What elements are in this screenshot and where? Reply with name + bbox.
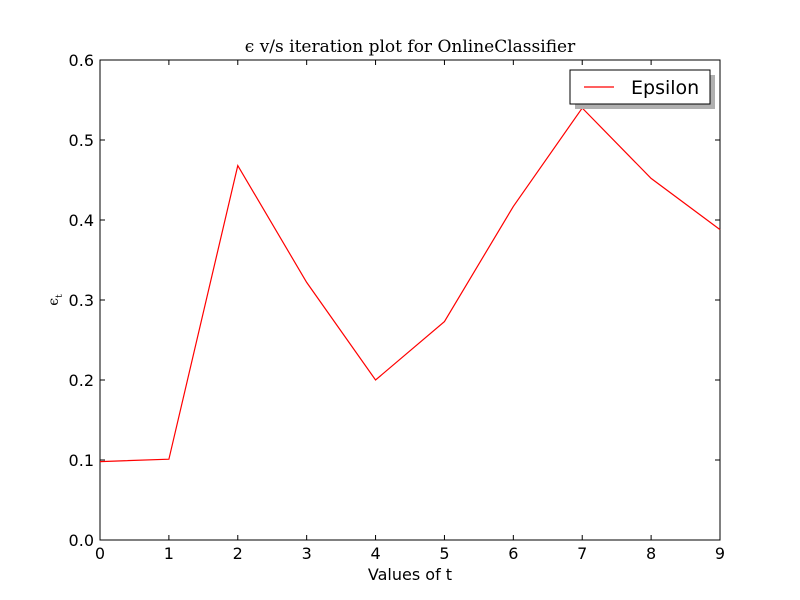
x-tick-label: 9 bbox=[715, 544, 725, 563]
x-tick-label: 4 bbox=[370, 544, 380, 563]
y-tick-label: 0.1 bbox=[69, 451, 94, 470]
x-tick-label: 0 bbox=[95, 544, 105, 563]
legend: Epsilon bbox=[569, 69, 715, 109]
x-tick-label: 8 bbox=[646, 544, 656, 563]
y-axis-label-sub: t bbox=[55, 294, 65, 298]
plot-area bbox=[99, 59, 721, 541]
x-tick-label: 5 bbox=[439, 544, 449, 563]
y-tick-label: 0.2 bbox=[69, 371, 94, 390]
x-tick-label: 6 bbox=[508, 544, 518, 563]
y-axis-ticks: 0.0 0.1 0.2 0.3 0.4 0.5 0.6 bbox=[69, 51, 720, 550]
y-tick-label: 0.3 bbox=[69, 291, 94, 310]
chart-title: ϵ v/s iteration plot for OnlineClassifie… bbox=[245, 37, 576, 57]
series-line-epsilon bbox=[99, 107, 721, 463]
x-axis-label: Values of t bbox=[368, 565, 452, 584]
x-tick-label: 2 bbox=[233, 544, 243, 563]
y-tick-label: 0.0 bbox=[69, 531, 94, 550]
y-tick-label: 0.6 bbox=[69, 51, 94, 70]
y-axis-label: ϵt bbox=[46, 294, 65, 306]
x-axis-ticks: 0 1 2 3 4 5 6 7 8 9 bbox=[95, 60, 725, 563]
legend-label-epsilon: Epsilon bbox=[631, 77, 699, 99]
x-tick-label: 7 bbox=[577, 544, 587, 563]
x-tick-label: 1 bbox=[164, 544, 174, 563]
y-tick-label: 0.4 bbox=[69, 211, 94, 230]
y-tick-label: 0.5 bbox=[69, 131, 94, 150]
svg-text:ϵt: ϵt bbox=[46, 294, 65, 306]
y-axis-label-main: ϵ bbox=[46, 298, 62, 306]
series-layer bbox=[99, 107, 721, 463]
x-tick-label: 3 bbox=[302, 544, 312, 563]
